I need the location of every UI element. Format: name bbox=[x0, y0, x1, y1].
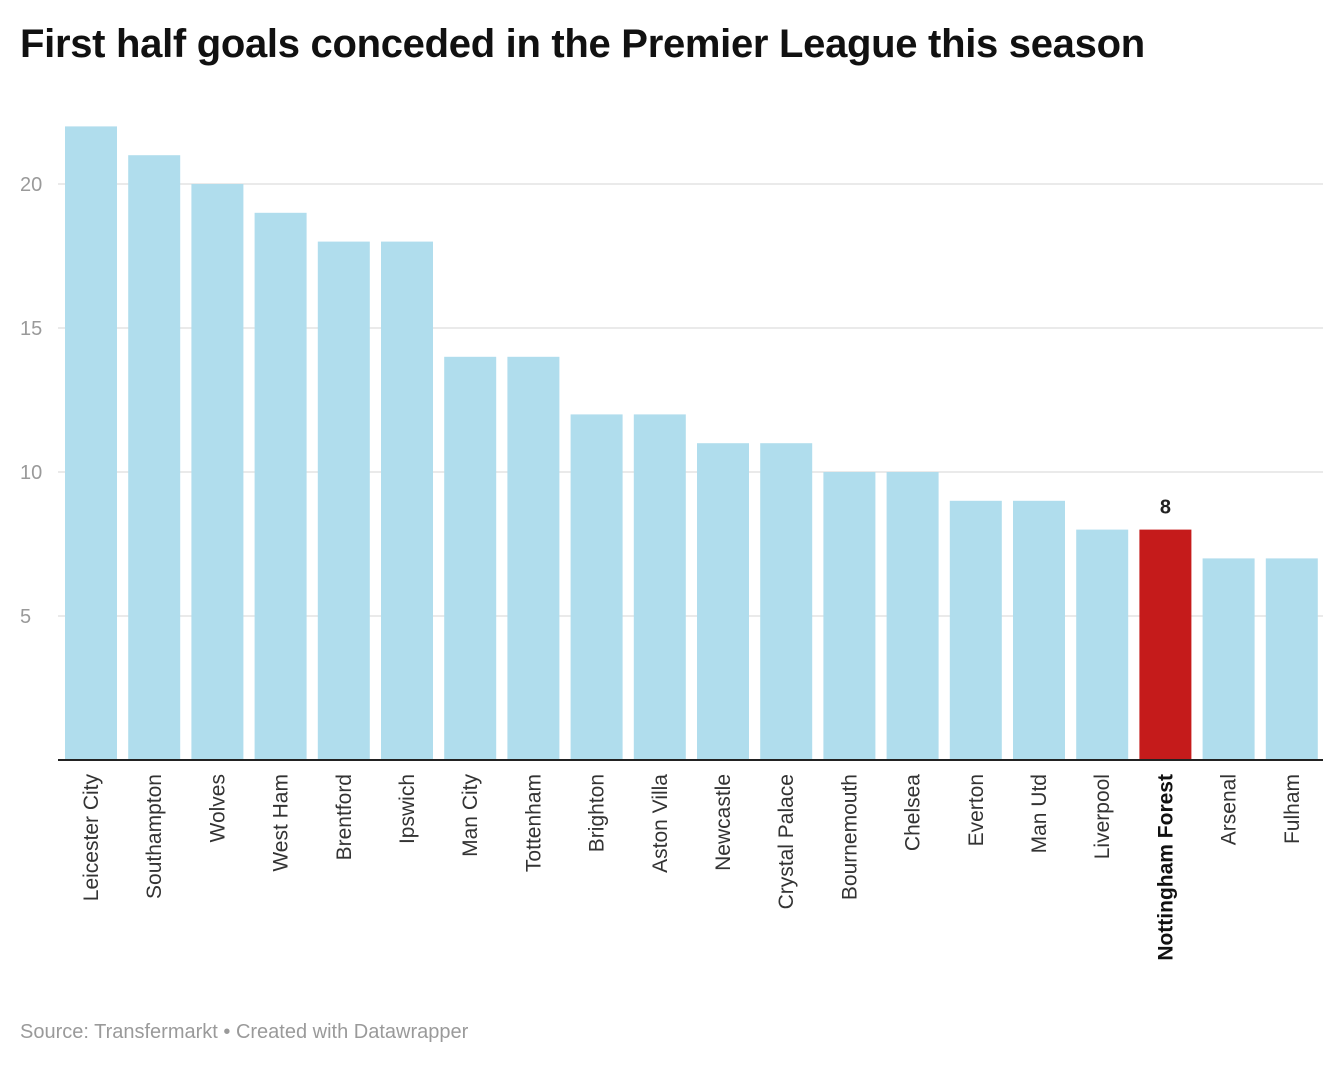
x-tick-label-wolves: Wolves bbox=[206, 774, 229, 842]
bar-man-utd bbox=[1013, 500, 1065, 760]
x-tick-label-chelsea: Chelsea bbox=[902, 774, 925, 851]
bar-brighton bbox=[570, 414, 623, 760]
bar-chart: 5 10 15 20 8 Leicester City Southampton Wolve… bbox=[20, 126, 1323, 961]
bar-nottingham-forest bbox=[1139, 529, 1192, 760]
x-tick-label-man-utd: Man Utd bbox=[1028, 774, 1051, 853]
bar-leicester-city bbox=[65, 126, 117, 760]
bar-wolves bbox=[191, 184, 244, 760]
x-tick-label-bournemouth: Bournemouth bbox=[838, 774, 861, 900]
chart-title: First half goals conceded in the Premier… bbox=[20, 22, 1145, 66]
y-tick-label-15: 15 bbox=[20, 318, 42, 340]
bar-aston-villa bbox=[633, 414, 686, 760]
bar-ipswich bbox=[381, 241, 433, 761]
x-tick-label-arsenal: Arsenal bbox=[1218, 774, 1241, 845]
x-tick-label-man-city: Man City bbox=[459, 774, 482, 857]
source-credit: Source: Transfermarkt • Created with Dat… bbox=[20, 1021, 469, 1043]
bar-man-city bbox=[444, 356, 497, 760]
x-tick-label-newcastle: Newcastle bbox=[712, 774, 735, 871]
x-tick-label-brentford: Brentford bbox=[333, 774, 356, 860]
bar-chelsea bbox=[886, 472, 939, 760]
bars bbox=[65, 126, 1318, 761]
x-tick-label-southampton: Southampton bbox=[143, 774, 166, 899]
x-tick-label-brighton: Brighton bbox=[586, 774, 609, 852]
bar-bournemouth bbox=[823, 472, 876, 760]
x-tick-label-tottenham: Tottenham bbox=[522, 774, 545, 872]
x-tick-label-fulham: Fulham bbox=[1281, 774, 1304, 844]
annotations: 8 bbox=[1160, 497, 1171, 519]
data-label-nottingham-forest: 8 bbox=[1160, 497, 1171, 519]
bar-crystal-palace bbox=[760, 443, 813, 760]
bar-newcastle bbox=[697, 443, 749, 760]
x-tick-label-west-ham: West Ham bbox=[270, 774, 293, 872]
x-tick-label-nottingham-forest: Nottingham Forest bbox=[1154, 774, 1177, 961]
x-tick-label-aston-villa: Aston Villa bbox=[649, 774, 672, 873]
bar-fulham bbox=[1265, 558, 1318, 760]
x-tick-label-leicester-city: Leicester City bbox=[80, 774, 103, 902]
x-tick-label-crystal-palace: Crystal Palace bbox=[775, 774, 798, 909]
y-tick-label-5: 5 bbox=[20, 606, 31, 628]
x-tick-label-everton: Everton bbox=[965, 774, 988, 846]
bar-tottenham bbox=[507, 356, 560, 760]
x-tick-label-liverpool: Liverpool bbox=[1091, 774, 1114, 859]
y-axis-ticks: 5 10 15 20 bbox=[20, 174, 42, 628]
x-tick-label-ipswich: Ipswich bbox=[396, 774, 419, 844]
bar-everton bbox=[949, 500, 1002, 760]
bar-arsenal bbox=[1202, 558, 1255, 760]
x-axis-labels: Leicester City Southampton Wolves West Ham B… bbox=[80, 774, 1304, 961]
bar-west-ham bbox=[254, 212, 307, 761]
gridlines bbox=[58, 183, 1323, 617]
bar-southampton bbox=[128, 155, 181, 760]
y-tick-label-10: 10 bbox=[20, 462, 42, 484]
bar-liverpool bbox=[1076, 529, 1129, 760]
bar-brentford bbox=[317, 241, 370, 761]
y-tick-label-20: 20 bbox=[20, 174, 42, 196]
